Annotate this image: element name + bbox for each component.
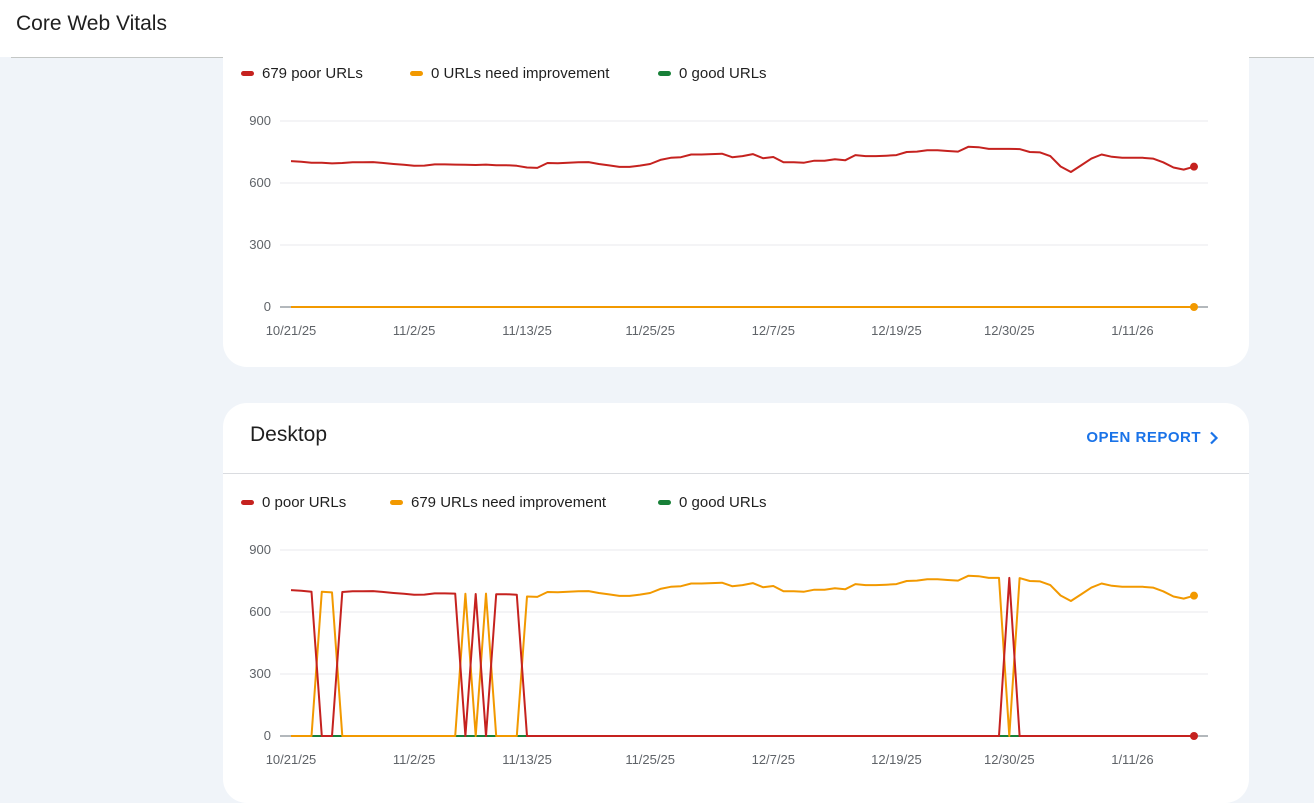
open-report-label: OPEN REPORT <box>1086 429 1201 446</box>
legend-label: 679 poor URLs <box>262 65 363 82</box>
page-title: Core Web Vitals <box>16 12 167 35</box>
legend-poor[interactable]: 679 poor URLs <box>241 65 363 82</box>
y-tick-label: 300 <box>249 666 271 681</box>
y-tick-label: 0 <box>264 728 271 743</box>
card-title: Desktop <box>250 423 328 446</box>
legend-label: 0 poor URLs <box>262 494 347 511</box>
series-end-point <box>1190 303 1198 311</box>
need-improvement-swatch <box>410 71 423 76</box>
x-tick-label: 1/11/26 <box>1111 323 1153 338</box>
mobile-chart: 0 300 600 900 10/21/25 11/2/25 11/13/25 11/25/2… <box>249 113 1208 338</box>
x-tick-label: 10/21/25 <box>266 323 317 338</box>
good-swatch <box>658 500 671 505</box>
series-end-point <box>1190 732 1198 740</box>
legend-need-improvement[interactable]: 0 URLs need improvement <box>410 65 609 82</box>
series-end-point <box>1190 162 1198 171</box>
x-tick-label: 12/7/25 <box>752 752 795 767</box>
x-tick-label: 12/7/25 <box>752 323 795 338</box>
mobile-card: 679 poor URLs 0 URLs need improvement 0 … <box>223 20 1249 367</box>
series-line-poor <box>290 145 1195 173</box>
y-tick-label: 600 <box>249 604 271 619</box>
y-tick-label: 600 <box>249 175 271 190</box>
x-tick-label: 1/11/26 <box>1111 752 1153 767</box>
open-report-button[interactable]: OPEN REPORT <box>1086 429 1219 446</box>
need-improvement-swatch <box>390 500 403 505</box>
y-tick-label: 900 <box>249 542 271 557</box>
series-line-need-improvement <box>291 574 1195 737</box>
x-tick-label: 12/19/25 <box>871 323 922 338</box>
poor-swatch <box>241 500 254 505</box>
chevron-right-icon <box>1210 431 1219 444</box>
poor-swatch <box>241 71 254 76</box>
x-tick-label: 11/2/25 <box>393 323 435 338</box>
good-swatch <box>658 71 671 76</box>
desktop-chart: 0 300 600 900 10/21/25 11/2/25 11/13/25 11/25/2… <box>249 542 1208 767</box>
legend-good[interactable]: 0 good URLs <box>658 494 767 511</box>
legend-label: 0 URLs need improvement <box>431 65 610 82</box>
x-tick-label: 11/13/25 <box>502 752 552 767</box>
series-line-poor <box>290 576 1194 737</box>
y-tick-label: 0 <box>264 299 271 314</box>
series-end-point <box>1190 591 1198 600</box>
legend-label: 0 good URLs <box>679 494 767 511</box>
x-tick-label: 11/13/25 <box>502 323 552 338</box>
card-divider <box>223 473 1249 474</box>
legend-label: 679 URLs need improvement <box>411 494 607 511</box>
y-tick-label: 900 <box>249 113 271 128</box>
legend-need-improvement[interactable]: 679 URLs need improvement <box>390 494 606 511</box>
x-tick-label: 12/30/25 <box>984 752 1035 767</box>
legend-label: 0 good URLs <box>679 65 767 82</box>
legend-poor[interactable]: 0 poor URLs <box>241 494 346 511</box>
x-tick-label: 12/30/25 <box>984 323 1035 338</box>
x-tick-label: 10/21/25 <box>266 752 317 767</box>
x-tick-label: 11/25/25 <box>625 323 675 338</box>
x-tick-label: 11/25/25 <box>625 752 675 767</box>
x-tick-label: 12/19/25 <box>871 752 922 767</box>
x-tick-label: 11/2/25 <box>393 752 435 767</box>
y-tick-label: 300 <box>249 237 271 252</box>
legend-good[interactable]: 0 good URLs <box>658 65 767 82</box>
